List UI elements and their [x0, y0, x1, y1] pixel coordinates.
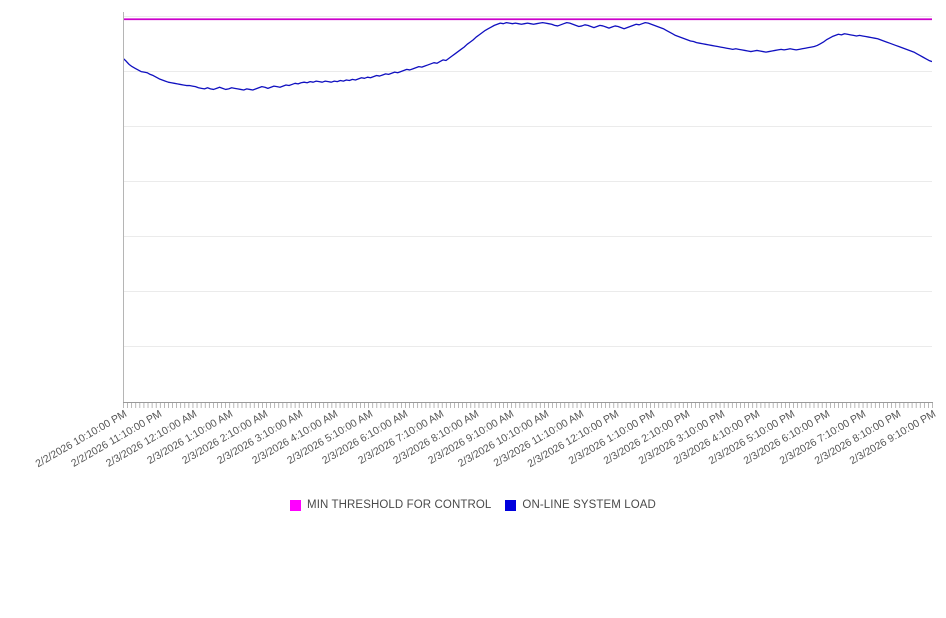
- online-system-load-line: [123, 21, 932, 91]
- y-axis-line: [123, 12, 124, 403]
- legend-swatch-min-threshold: [290, 499, 302, 511]
- legend-label-min-threshold: MIN THRESHOLD FOR CONTROL: [307, 499, 492, 511]
- plot-svg: [123, 16, 932, 347]
- chart-legend: MIN THRESHOLD FOR CONTROL ON-LINE SYSTEM…: [0, 496, 946, 514]
- legend-item-online-system-load[interactable]: ON-LINE SYSTEM LOAD: [505, 499, 656, 511]
- legend-swatch-online-system-load: [505, 499, 517, 511]
- legend-label-online-system-load: ON-LINE SYSTEM LOAD: [522, 499, 656, 511]
- legend-item-min-threshold[interactable]: MIN THRESHOLD FOR CONTROL: [290, 499, 491, 511]
- x-axis-labels: 2/2/2026 10:10:00 PM 2/2/2026 11:10:00 PM…: [0, 402, 946, 488]
- x-axis-tick-marks: [123, 403, 933, 409]
- chart-container: 2/2/2026 10:10:00 PM 2/2/2026 11:10:00 PM…: [0, 12, 946, 514]
- plot-area: [123, 12, 932, 402]
- gridlines: [123, 16, 932, 347]
- x-axis-line: [123, 402, 933, 403]
